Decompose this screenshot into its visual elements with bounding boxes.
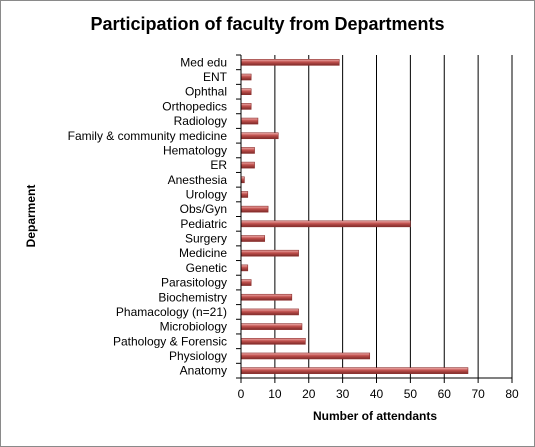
axes (236, 54, 513, 383)
bar (240, 205, 269, 213)
category-label: Physiology (169, 349, 227, 363)
bar (240, 88, 252, 96)
category-label: Phamacology (n=21) (116, 305, 227, 319)
y-axis-title: Deparment (24, 185, 38, 248)
bar (240, 220, 411, 228)
bar (240, 132, 279, 140)
category-label: Med edu (180, 55, 227, 69)
category-label: Biochemistry (158, 290, 227, 304)
bar (240, 337, 306, 345)
bar (240, 308, 299, 316)
x-tick-label: 10 (268, 387, 282, 401)
category-label: Pediatric (180, 217, 227, 231)
x-axis-title: Number of attendants (313, 409, 437, 423)
category-label: Radiology (174, 114, 227, 128)
bar (240, 352, 371, 360)
category-label: Microbiology (160, 320, 227, 334)
bar (240, 264, 249, 272)
category-label: Medicine (179, 246, 227, 260)
bar (240, 117, 259, 125)
bar (240, 279, 252, 286)
x-tick-label: 50 (404, 387, 418, 401)
category-label: ER (210, 158, 227, 172)
bar (240, 176, 245, 184)
bar (240, 293, 293, 301)
category-label: Anesthesia (168, 173, 228, 187)
category-labels: Med eduENTOphthalOrthopedicsRadiologyFam… (68, 55, 228, 377)
category-label: Parasitology (161, 276, 227, 290)
bar (240, 147, 255, 154)
x-tick-label: 40 (370, 387, 384, 401)
category-label: Family & community medicine (68, 129, 228, 143)
category-label: Obs/Gyn (180, 202, 227, 216)
gridlines (274, 55, 513, 378)
bar (240, 59, 340, 66)
category-label: Surgery (185, 232, 227, 246)
x-tick-label: 80 (505, 387, 519, 401)
category-label: Anatomy (180, 364, 227, 378)
bar (240, 103, 252, 110)
bar (240, 235, 266, 242)
bar (240, 249, 299, 257)
x-tick-label: 30 (336, 387, 350, 401)
category-label: Pathology & Forensic (113, 334, 227, 348)
bar (240, 323, 303, 330)
category-label: Urology (186, 187, 227, 201)
x-tick-label: 70 (471, 387, 485, 401)
chart-title: Participation of faculty from Department… (90, 14, 445, 34)
bar (240, 161, 255, 169)
category-label: Orthopedics (162, 99, 227, 113)
category-label: ENT (203, 70, 228, 84)
x-tick-label: 20 (302, 387, 316, 401)
category-label: Ophthal (185, 85, 227, 99)
category-label: Genetic (186, 261, 227, 275)
bar (240, 73, 252, 81)
bar (240, 367, 469, 374)
x-tick-labels: 0 10 20 30 40 50 60 70 80 (238, 387, 519, 401)
x-tick-label: 60 (438, 387, 452, 401)
bar (240, 191, 249, 198)
category-label: Hematology (163, 143, 227, 157)
x-tick-label: 0 (238, 387, 245, 401)
